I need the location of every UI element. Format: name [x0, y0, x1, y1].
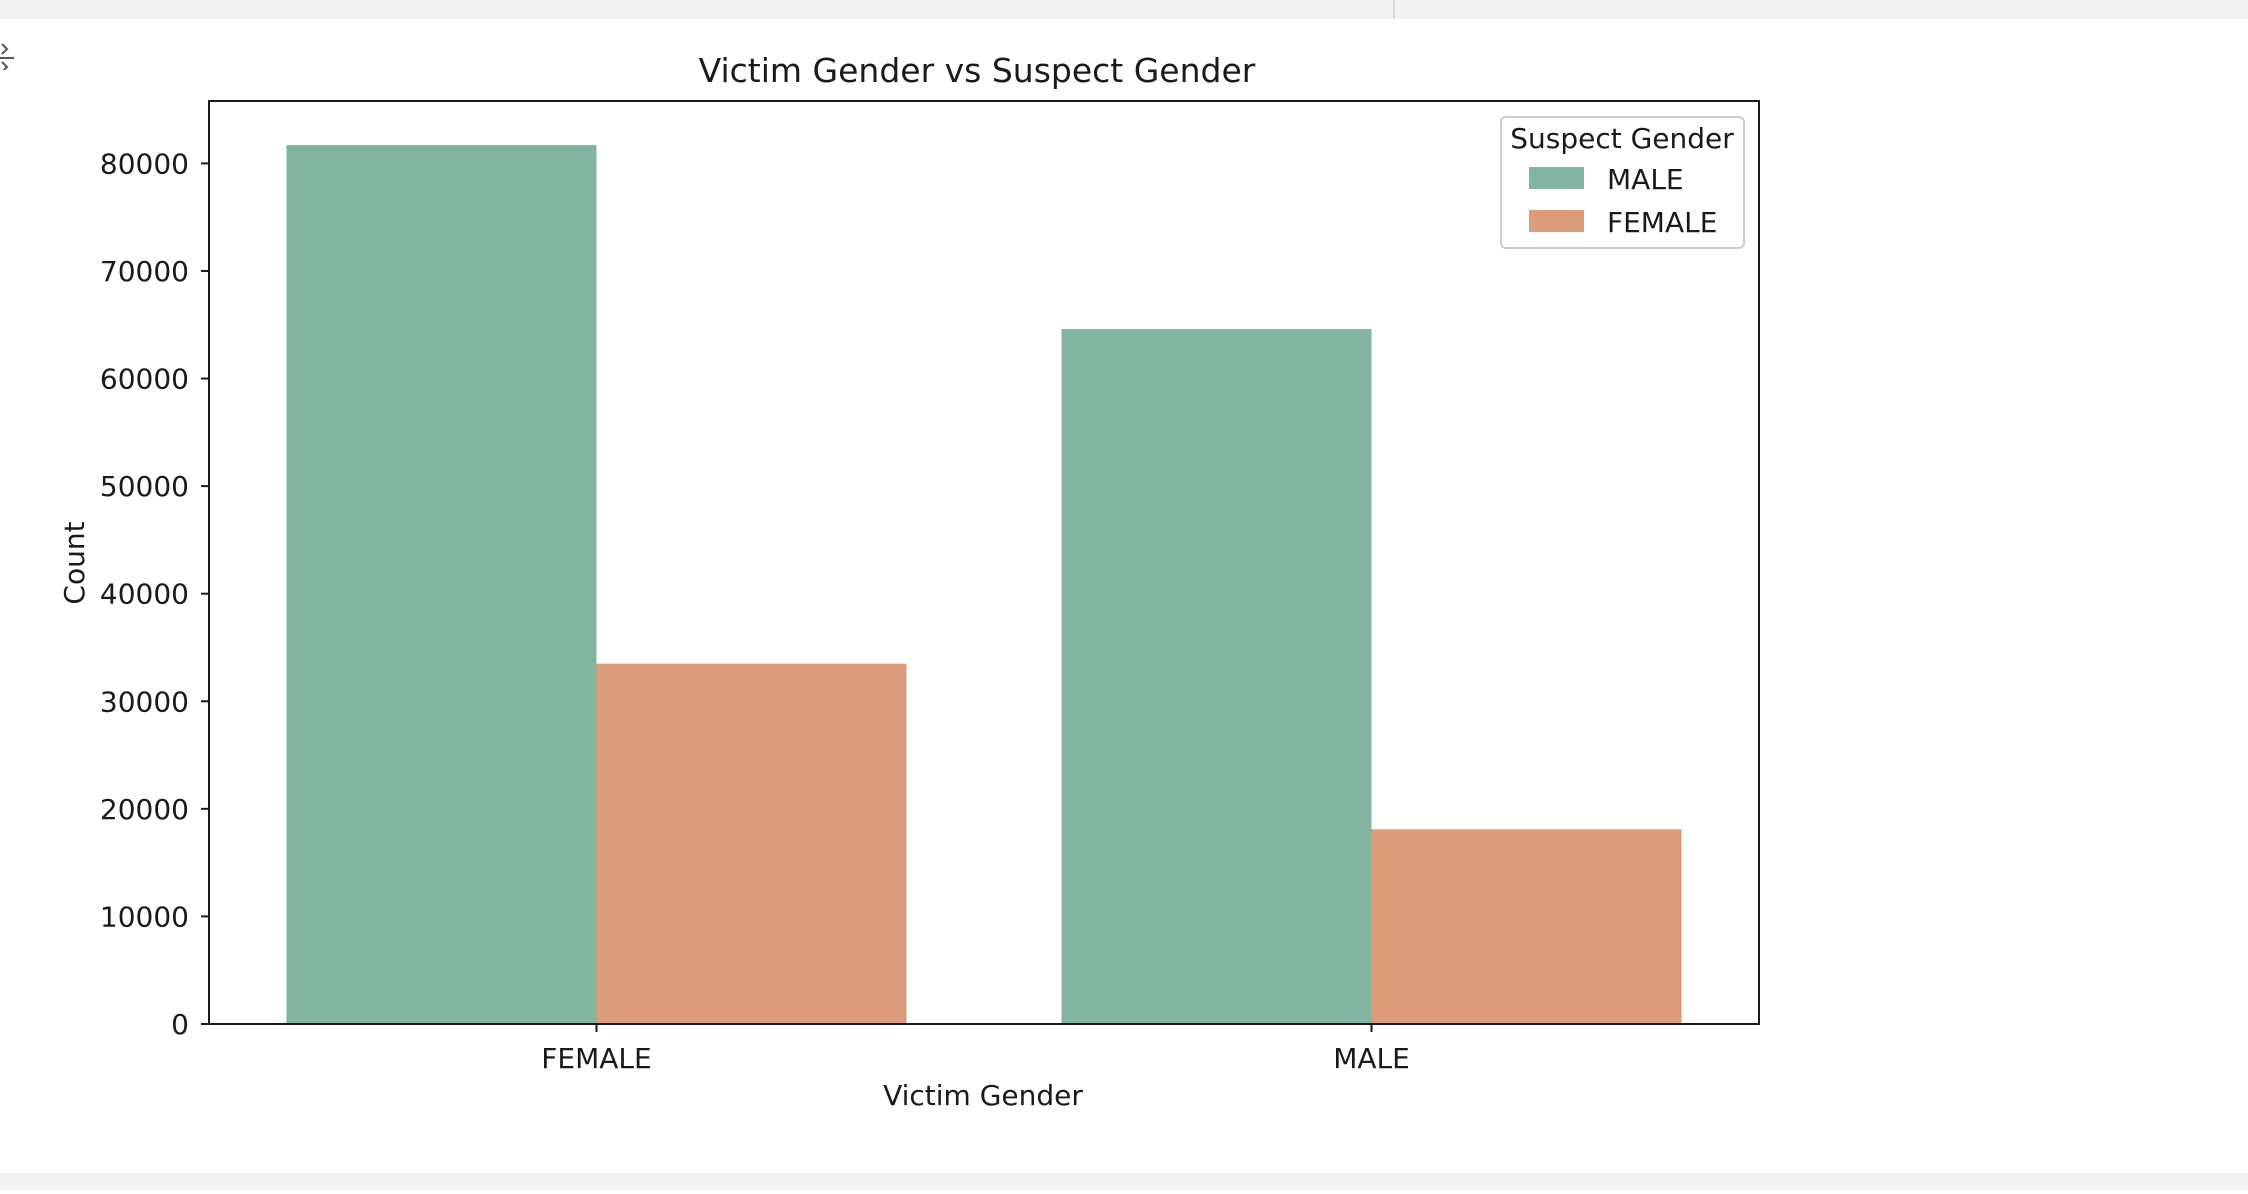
y-tick-label: 80000	[100, 147, 189, 180]
bar-male-female	[286, 145, 597, 1024]
legend: Suspect Gender MALE FEMALE	[1500, 116, 1745, 249]
bar-female-female	[596, 663, 907, 1024]
y-tick-label: 60000	[100, 363, 189, 396]
y-axis-label: Count	[58, 521, 91, 604]
legend-label-female: FEMALE	[1607, 206, 1717, 239]
y-tick-label: 30000	[100, 685, 189, 718]
y-tick-label: 0	[171, 1008, 189, 1041]
legend-label-male: MALE	[1607, 163, 1684, 196]
legend-title: Suspect Gender	[1510, 122, 1734, 155]
x-tick-label: MALE	[1333, 1042, 1410, 1075]
y-tick-label: 70000	[100, 255, 189, 288]
x-axis-label: Victim Gender	[883, 1079, 1083, 1112]
y-tick-label: 40000	[100, 578, 189, 611]
plot-frame	[208, 100, 1760, 1025]
cell-top-bar	[0, 0, 2248, 19]
y-tick-label: 20000	[100, 793, 189, 826]
bar-female-male	[1371, 829, 1682, 1024]
cell-bottom-bar	[0, 1173, 2248, 1190]
bar-male-male	[1061, 329, 1372, 1024]
legend-swatch-male	[1529, 167, 1584, 189]
y-tick-label: 50000	[100, 470, 189, 503]
legend-swatch-female	[1529, 210, 1584, 232]
cell-divider	[1393, 0, 1395, 19]
chart-title: Victim Gender vs Suspect Gender	[699, 51, 1256, 90]
x-tick-label: FEMALE	[541, 1042, 651, 1075]
y-tick-label: 10000	[100, 900, 189, 933]
